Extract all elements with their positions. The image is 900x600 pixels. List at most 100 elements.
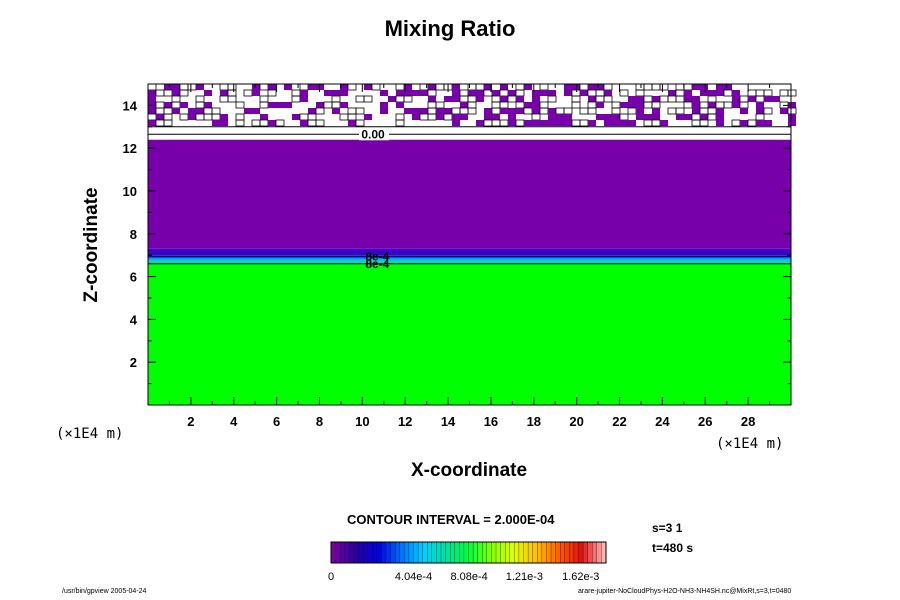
noise-cell-141 — [684, 96, 692, 102]
noise-cell-176 — [532, 102, 540, 108]
noise-contour-59 — [267, 89, 277, 97]
colorbar-cell-35 — [491, 541, 497, 564]
noise-cell-33 — [564, 84, 572, 90]
noise-cell-311 — [348, 120, 356, 126]
layer-band-5 — [148, 139, 791, 249]
noise-cell-156 — [204, 102, 212, 108]
noise-cell-183 — [628, 102, 636, 108]
noise-contour-307 — [275, 119, 285, 127]
colorbar-cell-25 — [445, 541, 451, 564]
noise-cell-195 — [756, 102, 764, 108]
noise-contour-53 — [179, 89, 189, 97]
noise-cell-274 — [452, 114, 460, 120]
x-tick-label-12: 12 — [398, 414, 412, 429]
noise-cell-214 — [404, 108, 412, 114]
colorbar-cell-22 — [431, 541, 437, 564]
colorbar-cell-36 — [495, 541, 502, 564]
y-tick-label-14: 14 — [123, 98, 138, 113]
colorbar-frame — [330, 541, 607, 564]
noise-cell-104 — [148, 96, 156, 102]
colorbar-cell-37 — [500, 541, 506, 564]
noise-cell-167 — [396, 102, 404, 108]
noise-cell-226 — [508, 108, 516, 114]
noise-cell-206 — [244, 108, 252, 114]
noise-cell-321 — [524, 120, 532, 126]
noise-cell-261 — [260, 114, 268, 120]
noise-contour-248 — [763, 107, 773, 115]
noise-cell-190 — [708, 102, 716, 108]
noise-cell-319 — [508, 120, 516, 126]
colorbar-label-3: 1.21e-3 — [506, 571, 543, 583]
x-tick-label-8: 8 — [316, 414, 323, 429]
noise-cell-20 — [404, 84, 412, 90]
noise-cell-341 — [740, 120, 748, 126]
layer-band-2 — [148, 258, 791, 261]
noise-cell-91 — [668, 90, 676, 96]
colorbar-label-4: 1.62e-3 — [562, 571, 599, 583]
noise-cell-46 — [700, 84, 708, 90]
noise-cell-202 — [188, 108, 196, 114]
noise-cell-344 — [764, 120, 772, 126]
noise-cell-242 — [692, 108, 700, 114]
noise-cell-125 — [500, 96, 508, 102]
noise-cell-259 — [220, 114, 228, 120]
noise-cell-298 — [148, 120, 156, 126]
colorbar-cell-20 — [422, 541, 428, 564]
colorbar-cell-1 — [335, 541, 341, 564]
noise-cell-8 — [252, 84, 260, 90]
noise-cell-1 — [164, 84, 172, 90]
y-tick-label-6: 6 — [130, 270, 137, 285]
noise-contour-212 — [355, 107, 365, 115]
colorbar-cell-3 — [344, 541, 350, 564]
colorbar-cell-49 — [555, 541, 561, 564]
noise-cell-281 — [556, 114, 564, 120]
colorbar-cell-53 — [573, 541, 579, 564]
noise-cell-160 — [276, 102, 284, 108]
noise-cell-208 — [308, 108, 316, 114]
noise-cell-127 — [516, 96, 524, 102]
noise-cell-315 — [476, 120, 484, 126]
noise-cell-34 — [572, 84, 580, 90]
noise-cell-272 — [436, 114, 444, 120]
x-tick-label-4: 4 — [230, 414, 238, 429]
noise-cell-93 — [684, 90, 692, 96]
noise-cell-61 — [300, 90, 308, 96]
colorbar-cell-33 — [482, 541, 488, 564]
noise-contour-310 — [315, 119, 325, 127]
noise-cell-135 — [636, 96, 644, 102]
noise-cell-118 — [428, 96, 436, 102]
noise-cell-17 — [364, 84, 372, 90]
noise-cell-64 — [340, 90, 348, 96]
noise-cell-324 — [548, 120, 556, 126]
noise-cell-83 — [564, 90, 572, 96]
noise-cell-88 — [604, 90, 612, 96]
noise-cell-297 — [788, 114, 796, 120]
colorbar-cell-54 — [578, 541, 584, 564]
noise-cell-282 — [564, 114, 572, 120]
colorbar-cell-9 — [372, 541, 378, 564]
noise-cell-247 — [756, 108, 764, 114]
colorbar-cell-18 — [413, 541, 419, 564]
noise-cell-96 — [716, 90, 724, 96]
noise-cell-14 — [316, 84, 324, 90]
noise-cell-336 — [660, 120, 668, 126]
contour-interval-label: CONTOUR INTERVAL = 2.000E-04 — [347, 512, 555, 527]
noise-cell-290 — [676, 114, 684, 120]
y-tick-label-12: 12 — [123, 141, 137, 156]
noise-cell-161 — [284, 102, 292, 108]
noise-cell-80 — [532, 90, 540, 96]
noise-cell-175 — [524, 102, 532, 108]
layer-band-3 — [148, 255, 791, 259]
noise-contour-89 — [619, 89, 629, 97]
noise-cell-11 — [284, 84, 292, 90]
noise-cell-238 — [636, 108, 644, 114]
noise-cell-142 — [692, 96, 700, 102]
noise-cell-94 — [700, 90, 708, 96]
noise-cell-331 — [612, 120, 620, 126]
noise-cell-210 — [332, 108, 340, 114]
noise-cell-308 — [300, 120, 308, 126]
chart-title: Mixing Ratio — [384, 16, 516, 41]
noise-contour-338 — [699, 119, 709, 127]
noise-cell-15 — [340, 84, 348, 90]
x-tick-label-6: 6 — [273, 414, 280, 429]
